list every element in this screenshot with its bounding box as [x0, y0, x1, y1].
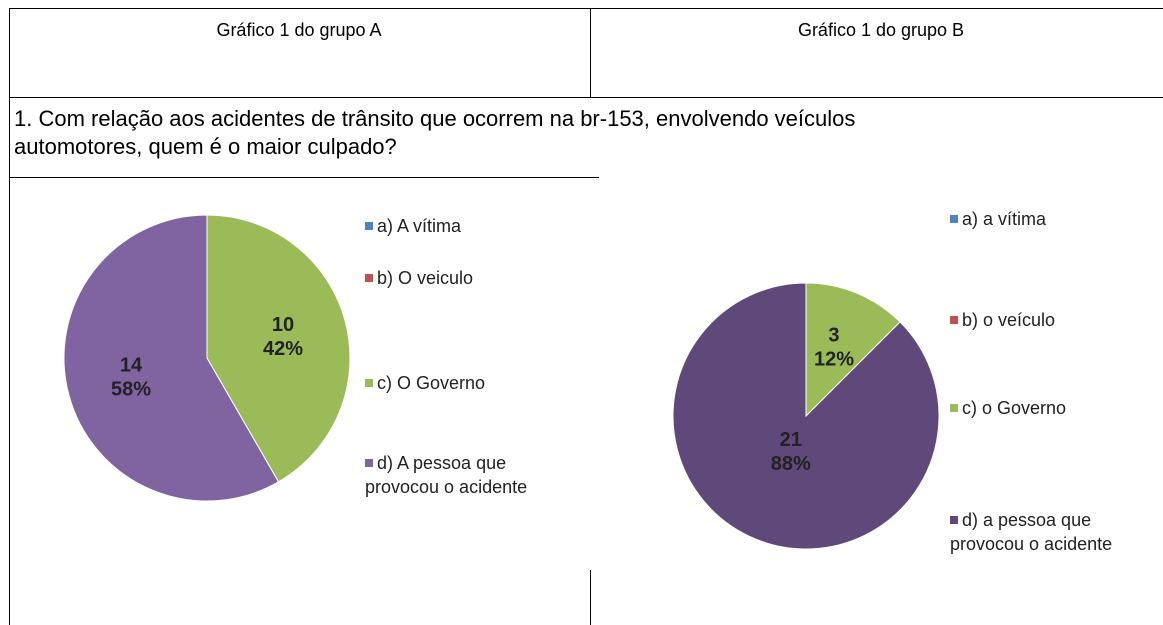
legend-item: b) O veiculo	[365, 266, 585, 290]
data-label: 12%	[814, 349, 854, 371]
data-label: 14	[120, 355, 143, 377]
border	[9, 177, 599, 178]
legend-swatch	[365, 459, 373, 467]
legend-item: d) a pessoa que provocou o acidente	[950, 508, 1163, 556]
pie-slice	[206, 214, 351, 483]
legend-label: a) A vítima	[377, 216, 462, 236]
legend-item: a) a vítima	[950, 207, 1163, 231]
data-label: 88%	[771, 453, 811, 475]
border	[9, 97, 1163, 98]
data-label: 3	[828, 325, 839, 347]
border	[590, 570, 591, 625]
header-cell: Gráfico 1 do grupo A	[216, 20, 382, 40]
pie-slice	[672, 282, 940, 550]
border	[9, 8, 10, 625]
pie-slice	[805, 282, 901, 418]
legend-label: d) a pessoa que provocou o acidente	[950, 510, 1113, 554]
legend-label: d) A pessoa que provocou o acidente	[365, 453, 528, 497]
legend-item: c) o Governo	[950, 396, 1163, 420]
legend-item: b) o veículo	[950, 308, 1163, 332]
legend-label: a) a vítima	[962, 209, 1047, 229]
legend-label: c) o Governo	[962, 398, 1067, 418]
legend-label: c) O Governo	[377, 373, 486, 393]
legend-swatch	[950, 316, 958, 324]
legend-label: b) O veiculo	[377, 268, 474, 288]
legend-swatch	[950, 404, 958, 412]
legend-swatch	[365, 222, 373, 230]
data-label: 58%	[111, 379, 151, 401]
legend-swatch	[365, 274, 373, 282]
header-cell: Gráfico 1 do grupo B	[797, 20, 965, 40]
legend-item: c) O Governo	[365, 371, 585, 395]
border	[590, 8, 591, 98]
data-label: 10	[272, 314, 294, 336]
data-label: 21	[780, 429, 802, 451]
legend-item: a) A vítima	[365, 214, 585, 238]
legend-swatch	[365, 379, 373, 387]
pie-slice	[63, 214, 280, 502]
border	[9, 8, 1163, 9]
legend-swatch	[950, 516, 958, 524]
legend-swatch	[950, 215, 958, 223]
question: 1. Com relação aos acidentes de trânsito…	[14, 106, 856, 131]
data-label: 42%	[263, 338, 303, 360]
question: automotores, quem é o maior culpado?	[14, 134, 397, 159]
legend-label: b) o veículo	[962, 310, 1056, 330]
legend-item: d) A pessoa que provocou o acidente	[365, 451, 585, 499]
